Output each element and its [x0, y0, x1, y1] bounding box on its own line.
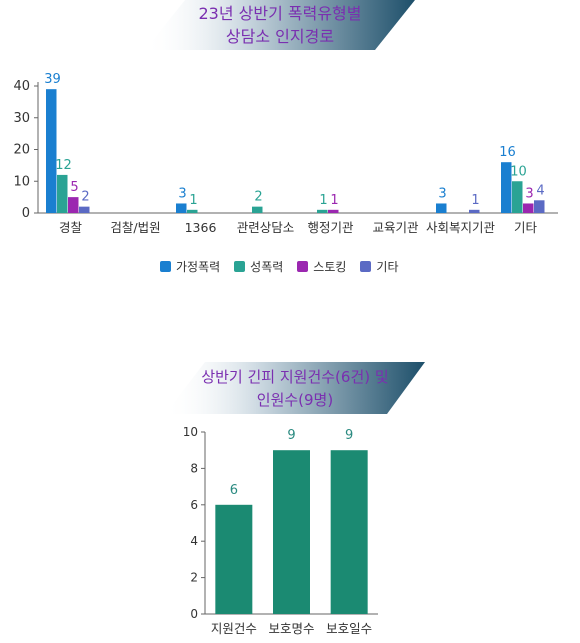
bar — [215, 504, 253, 614]
data-label: 39 — [44, 72, 61, 87]
data-label: 1 — [471, 193, 479, 208]
bar — [187, 209, 198, 213]
legend-label: 가정폭력 — [176, 260, 221, 274]
data-label: 5 — [70, 180, 78, 195]
banner-background — [145, 0, 415, 50]
data-label: 3 — [525, 186, 533, 201]
legend-swatch — [360, 261, 372, 272]
chart2-title-banner: 상반기 긴피 지원건수(6건) 및 인원수(9명) — [165, 362, 425, 414]
chart1-title-banner: 23년 상반기 폭력유형별 상담소 인지경로 — [145, 0, 415, 50]
bar — [436, 203, 447, 213]
x-tick-label: 관련상담소 — [237, 220, 295, 235]
bar — [176, 203, 187, 213]
data-label: 6 — [230, 483, 238, 498]
legend-label: 스토킹 — [313, 260, 347, 274]
legend-swatch — [234, 261, 246, 272]
y-tick-label: 6 — [190, 498, 198, 512]
x-tick-label: 교육기관 — [372, 220, 419, 235]
y-tick-label: 4 — [190, 534, 198, 548]
bar — [330, 450, 368, 614]
legend-item-stalking: 스토킹 — [297, 258, 346, 275]
bar — [79, 206, 90, 213]
chart1-title-line2: 상담소 인지경로 — [225, 27, 335, 46]
data-label: 1 — [319, 193, 327, 208]
x-tick-label: 기타 — [514, 220, 538, 235]
legend-swatch — [160, 261, 171, 272]
data-label: 1 — [189, 193, 197, 208]
data-label: 3 — [178, 186, 186, 201]
x-tick-label: 검찰/법원 — [110, 220, 160, 235]
data-label: 4 — [536, 183, 544, 198]
y-tick-label: 30 — [13, 111, 30, 126]
x-tick-label: 지원건수 — [211, 621, 257, 636]
data-label: 3 — [438, 186, 446, 201]
data-label: 9 — [345, 428, 353, 443]
data-label: 12 — [55, 158, 72, 173]
y-tick-label: 0 — [22, 206, 30, 221]
bar — [252, 206, 263, 213]
chart2-title-line1: 상반기 긴피 지원건수(6건) 및 — [201, 368, 389, 386]
bar — [501, 162, 512, 213]
y-tick-label: 40 — [13, 79, 30, 94]
bar — [57, 174, 68, 213]
y-tick-label: 10 — [183, 425, 198, 439]
y-tick-label: 0 — [190, 607, 198, 621]
chart2-title-line2: 인원수(9명) — [256, 391, 334, 409]
bar — [523, 203, 534, 213]
x-tick-label: 사회복지기관 — [426, 220, 496, 235]
bar — [317, 209, 328, 213]
x-tick-label: 보호일수 — [326, 621, 372, 636]
bar — [512, 181, 523, 213]
x-tick-label: 1366 — [185, 220, 217, 235]
y-tick-label: 8 — [190, 461, 198, 475]
data-label: 16 — [499, 145, 516, 160]
chart1-title-line1: 23년 상반기 폭력유형별 — [198, 4, 362, 23]
data-label: 1 — [330, 193, 338, 208]
bar — [68, 197, 79, 213]
legend-item-domestic: 가정폭력 — [160, 258, 220, 275]
data-label: 2 — [254, 190, 262, 205]
x-tick-label: 행정기관 — [307, 220, 354, 235]
legend-label: 성폭력 — [250, 260, 284, 274]
banner-background — [165, 362, 425, 414]
data-label: 2 — [81, 190, 89, 205]
legend-item-sexual: 성폭력 — [234, 258, 283, 275]
bar — [534, 200, 545, 213]
chart1-legend: 가정폭력 성폭력 스토킹 기타 — [160, 258, 399, 275]
x-tick-label: 경찰 — [59, 220, 83, 235]
data-label: 9 — [287, 428, 295, 443]
bar — [273, 450, 310, 614]
legend-label: 기타 — [376, 260, 399, 274]
y-tick-label: 2 — [190, 571, 198, 585]
legend-item-other: 기타 — [360, 258, 399, 275]
data-label: 10 — [510, 164, 527, 179]
legend-swatch — [297, 261, 309, 272]
bar — [469, 209, 480, 213]
bar — [46, 89, 57, 213]
bar — [328, 209, 339, 213]
y-tick-label: 10 — [13, 174, 30, 189]
y-tick-label: 20 — [13, 143, 30, 158]
x-tick-label: 보호명수 — [268, 621, 314, 636]
